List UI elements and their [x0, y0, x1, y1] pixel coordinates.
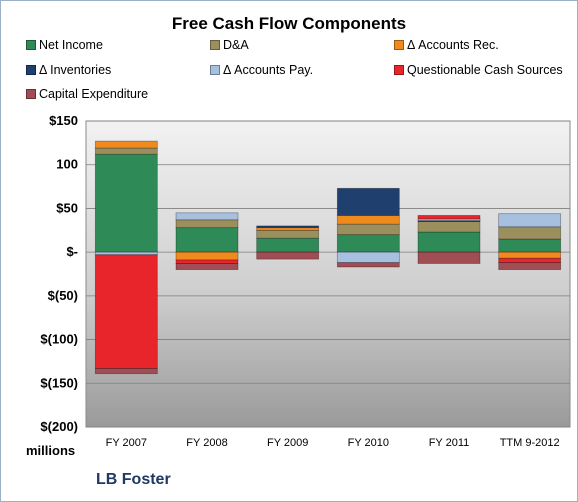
bar-segment — [256, 237, 320, 253]
legend-swatch-icon — [210, 40, 220, 50]
legend-label: Questionable Cash Sources — [407, 63, 563, 77]
bar-segment — [94, 147, 158, 155]
legend-item-net-income: Net Income — [26, 38, 103, 52]
legend-item-inventories: Δ Inventories — [26, 63, 111, 77]
legend-swatch-icon — [26, 65, 36, 75]
bar-segment — [256, 229, 320, 239]
bar-segment — [175, 227, 239, 253]
x-tick-label: TTM 9-2012 — [500, 437, 560, 449]
x-tick-label: FY 2007 — [106, 437, 147, 449]
y-tick-label: $- — [66, 244, 78, 259]
x-tick-label: FY 2010 — [348, 437, 389, 449]
bar-segment — [498, 226, 562, 240]
legend-swatch-icon — [394, 40, 404, 50]
x-tick-label: FY 2008 — [186, 437, 227, 449]
legend-label: Δ Accounts Pay. — [223, 63, 314, 77]
chart-title: Free Cash Flow Components — [171, 14, 407, 33]
bar-segment — [94, 140, 158, 149]
bar-segment — [175, 251, 239, 261]
bar-segment — [417, 221, 481, 233]
bar-segment — [256, 251, 320, 260]
legend-swatch-icon — [394, 65, 404, 75]
y-tick-label: $(100) — [40, 332, 78, 347]
y-tick-label: $50 — [56, 200, 78, 215]
legend-label: Δ Accounts Rec. — [407, 38, 499, 52]
bar-segment — [417, 251, 481, 264]
legend-label: Net Income — [39, 38, 103, 52]
bar-segment — [94, 368, 158, 375]
bar-segment — [94, 254, 158, 369]
bar-segment — [175, 263, 239, 271]
legend-swatch-icon — [26, 89, 36, 99]
bar-segment — [336, 262, 400, 268]
legend-label: Capital Expenditure — [39, 87, 149, 101]
x-tick-label: FY 2009 — [267, 437, 308, 449]
legend-swatch-icon — [210, 65, 220, 75]
y-tick-label: $150 — [49, 113, 78, 128]
legend-item-d-and-a: D&A — [210, 38, 249, 52]
bar-segment — [336, 187, 400, 216]
bar-segment — [256, 225, 320, 229]
bar-segment — [336, 223, 400, 236]
legend-label: Δ Inventories — [39, 63, 112, 77]
bar-segment — [498, 238, 562, 253]
legend-item-capex: Capital Expenditure — [26, 87, 148, 101]
legend-label: D&A — [223, 38, 249, 52]
bar-segment — [498, 257, 562, 264]
bar-segment — [498, 262, 562, 271]
legend-item-questionable-cash: Questionable Cash Sources — [394, 63, 563, 77]
bar-segment — [336, 251, 400, 264]
legend-item-accounts-pay: Δ Accounts Pay. — [210, 63, 313, 77]
x-tick-label: FY 2011 — [429, 437, 470, 449]
bar-segment — [175, 212, 239, 221]
y-tick-label: $(50) — [48, 288, 78, 303]
plot-area — [85, 120, 571, 428]
units-label: millions — [26, 443, 76, 458]
legend-swatch-icon — [26, 40, 36, 50]
bar-segment — [175, 219, 239, 229]
bar-segment — [498, 251, 562, 259]
bar-segment — [498, 213, 562, 228]
bar-segment — [417, 231, 481, 253]
company-name: LB Foster — [96, 471, 171, 488]
y-tick-label: 100 — [56, 157, 78, 172]
legend-item-accounts-rec: Δ Accounts Rec. — [394, 38, 499, 52]
bar-segment — [417, 215, 481, 220]
bar-segment — [336, 234, 400, 253]
bar-segment — [175, 259, 239, 264]
bar-segment — [336, 215, 400, 225]
y-tick-label: $(150) — [40, 375, 78, 390]
y-tick-label: $(200) — [40, 419, 78, 434]
bar-segment — [94, 153, 158, 253]
